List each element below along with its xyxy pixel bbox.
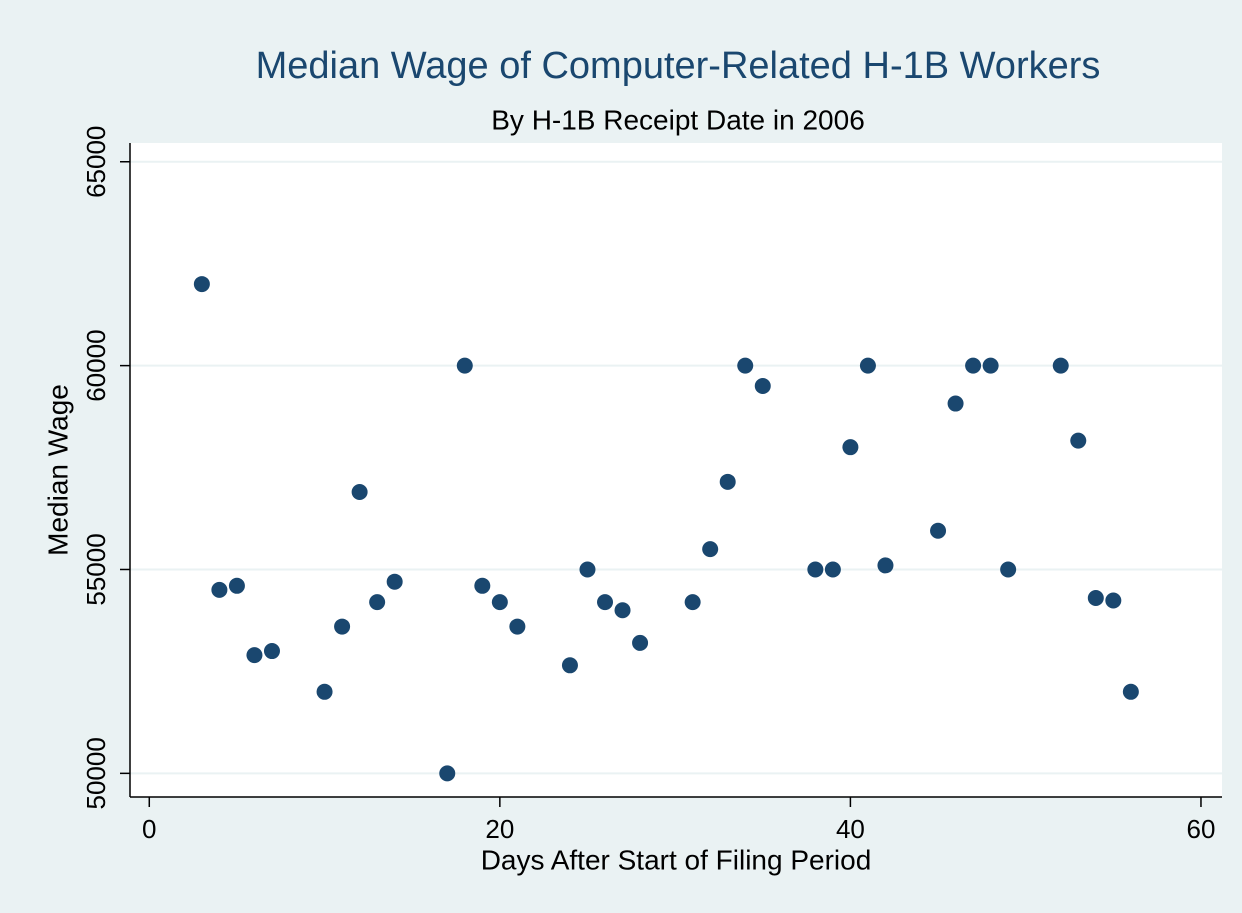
point [228, 577, 245, 594]
point [1122, 683, 1139, 700]
point [947, 395, 964, 412]
point [702, 541, 719, 558]
y-tick-label: 50000 [81, 737, 111, 809]
x-tick-label: 20 [485, 814, 514, 844]
point [456, 357, 473, 374]
chart-title: Median Wage of Computer-Related H-1B Wor… [256, 45, 1101, 87]
point [193, 276, 210, 293]
point [579, 561, 596, 578]
point [684, 594, 701, 611]
point [597, 594, 614, 611]
point [824, 561, 841, 578]
point [263, 643, 280, 660]
y-tick-label: 65000 [81, 126, 111, 198]
x-tick-label: 40 [836, 814, 865, 844]
point [491, 594, 508, 611]
point [1070, 432, 1087, 449]
point [509, 618, 526, 635]
x-axis-label: Days After Start of Filing Period [481, 844, 872, 875]
point [246, 647, 263, 664]
point [719, 473, 736, 490]
point [369, 594, 386, 611]
y-tick-label: 55000 [81, 533, 111, 605]
point [930, 522, 947, 539]
point [474, 577, 491, 594]
plot-area [130, 143, 1222, 797]
point [334, 618, 351, 635]
x-tick-label: 0 [142, 814, 156, 844]
point [877, 557, 894, 574]
x-tick-label: 60 [1187, 814, 1216, 844]
point [211, 581, 228, 598]
point [807, 561, 824, 578]
point [737, 357, 754, 374]
point [614, 602, 631, 619]
point [859, 357, 876, 374]
point [351, 484, 368, 501]
point [965, 357, 982, 374]
chart-subtitle: By H-1B Receipt Date in 2006 [491, 104, 865, 135]
point [754, 378, 771, 395]
point [842, 439, 859, 456]
point [1052, 357, 1069, 374]
y-tick-label: 60000 [81, 329, 111, 401]
point [982, 357, 999, 374]
point [1087, 590, 1104, 607]
point [316, 683, 333, 700]
point [1105, 592, 1122, 609]
point [386, 573, 403, 590]
y-axis-label: Median Wage [42, 384, 73, 556]
point [1000, 561, 1017, 578]
point [632, 634, 649, 651]
point [561, 657, 578, 674]
point [439, 765, 456, 782]
